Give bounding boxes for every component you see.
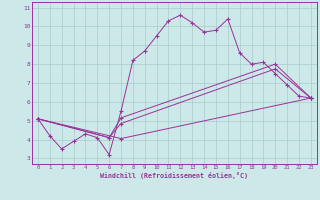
X-axis label: Windchill (Refroidissement éolien,°C): Windchill (Refroidissement éolien,°C) <box>100 172 248 179</box>
